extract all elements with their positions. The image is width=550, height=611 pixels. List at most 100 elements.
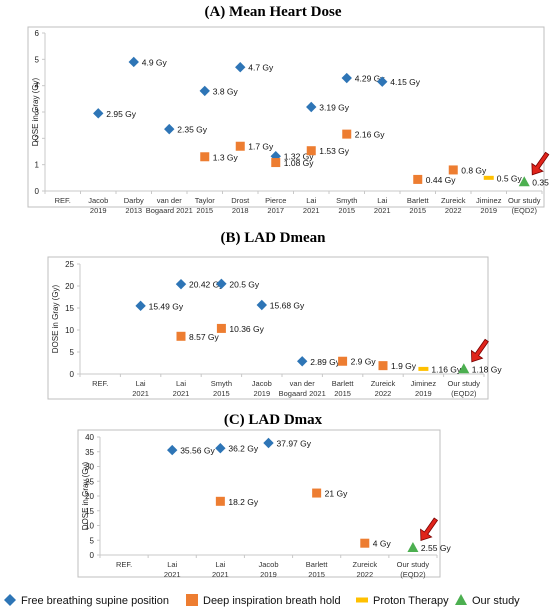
x-category-label: Our study (EQD2) <box>508 196 541 215</box>
data-label: 21 Gy <box>325 489 348 499</box>
x-category-label: Jacob 2019 <box>252 379 272 398</box>
y-axis-title: DOSE in Gray (Gy) <box>51 284 60 353</box>
data-point-breath-hold <box>360 538 370 548</box>
data-point-breath-hold <box>235 141 245 151</box>
chart-legend: Free breathing supine position Deep inspi… <box>4 594 520 607</box>
legend-label: Our study <box>472 595 520 607</box>
y-tick-label: 35 <box>85 448 94 457</box>
legend-label: Deep inspiration breath hold <box>203 595 341 607</box>
data-point-breath-hold <box>200 152 210 162</box>
y-tick-label: 30 <box>85 463 94 472</box>
legend-item-free: Free breathing supine position <box>4 594 169 607</box>
x-category-label: Pierce 2017 <box>265 196 286 215</box>
data-label: 15.49 Gy <box>149 301 184 311</box>
data-label: 0.8 Gy <box>461 165 487 175</box>
legend-square-icon <box>186 594 198 606</box>
data-label: 1.7 Gy <box>248 142 274 152</box>
y-tick-label: 5 <box>90 536 95 545</box>
y-tick-label: 6 <box>35 29 40 38</box>
data-point-free-breathing <box>306 101 317 113</box>
x-category-label: REF. <box>116 560 132 569</box>
data-label: 0.44 Gy <box>426 175 457 185</box>
x-category-label: van der Bogaard 2021 <box>146 196 193 215</box>
y-tick-label: 20 <box>65 282 74 291</box>
x-category-label: Taylor 2015 <box>195 196 216 215</box>
data-label: 4.29 Gy <box>355 74 386 84</box>
data-label: 1.16 Gy <box>431 364 462 374</box>
chart-panel-B: (B) LAD Dmean 0 5 10 15 20 25 DOSE in Gray (Gy)… <box>47 230 503 400</box>
chart-frame <box>47 256 489 400</box>
x-category-label: Darby 2013 <box>124 196 144 215</box>
legend-item-proton: Proton Therapy <box>356 595 449 607</box>
y-tick-label: 25 <box>65 260 74 269</box>
y-tick-label: 0 <box>35 187 40 196</box>
y-tick-label: 20 <box>85 492 94 501</box>
data-point-free-breathing <box>341 72 352 84</box>
x-category-label: REF. <box>92 379 108 388</box>
x-category-label: Jacob 2019 <box>258 560 278 579</box>
y-tick-label: 5 <box>35 55 40 64</box>
x-category-label: Lai 2021 <box>374 196 391 215</box>
data-label: 4 Gy <box>373 539 392 549</box>
data-point-our-study <box>458 363 470 374</box>
data-label: 0.35 Gy <box>532 177 550 187</box>
data-point-free-breathing <box>263 437 274 449</box>
x-category-label: Our study (EQD2) <box>448 379 481 398</box>
x-category-label: Jacob 2019 <box>88 196 108 215</box>
x-category-label: van der Bogaard 2021 <box>279 379 326 398</box>
y-tick-label: 3 <box>35 108 40 117</box>
y-tick-label: 10 <box>65 326 74 335</box>
x-category-label: Lai 2021 <box>132 379 149 398</box>
x-category-label: Drost 2018 <box>231 196 250 215</box>
chart-panel-C: (C) LAD Dmax 0 5 10 15 20 25 30 35 40 DOSE in Gray… <box>77 412 452 579</box>
x-category-label: Smyth 2015 <box>336 196 357 215</box>
x-category-label: Barlett 2015 <box>332 379 355 398</box>
data-label: 20.42 Gy <box>189 280 224 290</box>
data-label: 1.32 Gy <box>284 152 315 162</box>
x-category-label: Jiminez 2019 <box>411 379 437 398</box>
data-point-free-breathing <box>128 56 139 68</box>
y-tick-label: 1 <box>35 161 40 170</box>
legend-diamond-icon <box>4 594 16 606</box>
data-label: 1.3 Gy <box>213 152 239 162</box>
y-axis-title: DOSE in Gray (Gy) <box>31 77 40 146</box>
data-label: 2.55 Gy <box>421 543 452 553</box>
data-point-proton <box>418 366 429 371</box>
data-point-breath-hold <box>338 356 348 366</box>
x-category-label: Zureick 2022 <box>371 379 396 398</box>
legend-dash-icon <box>356 597 368 603</box>
data-point-free-breathing <box>199 85 210 97</box>
x-category-label: Lai 2021 <box>164 560 181 579</box>
data-point-breath-hold <box>312 488 322 498</box>
data-label: 10.36 Gy <box>229 324 264 334</box>
data-point-breath-hold <box>215 496 225 506</box>
data-label: 2.9 Gy <box>351 357 377 367</box>
y-tick-label: 4 <box>35 82 40 91</box>
y-tick-label: 0 <box>70 370 75 379</box>
y-axis-title: DOSE in Gray (Gy) <box>81 461 90 530</box>
data-point-free-breathing <box>235 62 246 73</box>
legend-triangle-icon <box>455 594 467 605</box>
data-label: 3.8 Gy <box>213 86 239 96</box>
data-label: 0.5 Gy <box>497 173 523 183</box>
legend-label: Proton Therapy <box>373 595 449 607</box>
data-label: 2.95 Gy <box>106 109 137 119</box>
y-tick-label: 40 <box>85 433 94 442</box>
x-category-label: Lai 2021 <box>303 196 320 215</box>
data-point-free-breathing <box>93 108 104 119</box>
data-point-free-breathing <box>256 299 267 311</box>
data-point-breath-hold <box>413 174 423 184</box>
x-category-label: Lai 2021 <box>173 379 190 398</box>
data-point-free-breathing <box>167 444 178 456</box>
chart-frame <box>77 429 441 578</box>
highlight-arrow-icon <box>531 151 550 176</box>
x-category-label: Zureick 2022 <box>352 560 377 579</box>
x-category-label: Smyth 2015 <box>211 379 232 398</box>
data-label: 3.19 Gy <box>319 102 350 112</box>
data-label: 36.2 Gy <box>228 444 259 454</box>
x-category-label: Barlett 2015 <box>407 196 430 215</box>
data-label: 1.18 Gy <box>472 364 503 374</box>
data-label: 15.68 Gy <box>270 301 305 311</box>
data-label: 4.9 Gy <box>142 57 168 67</box>
x-category-label: Lai 2021 <box>212 560 229 579</box>
